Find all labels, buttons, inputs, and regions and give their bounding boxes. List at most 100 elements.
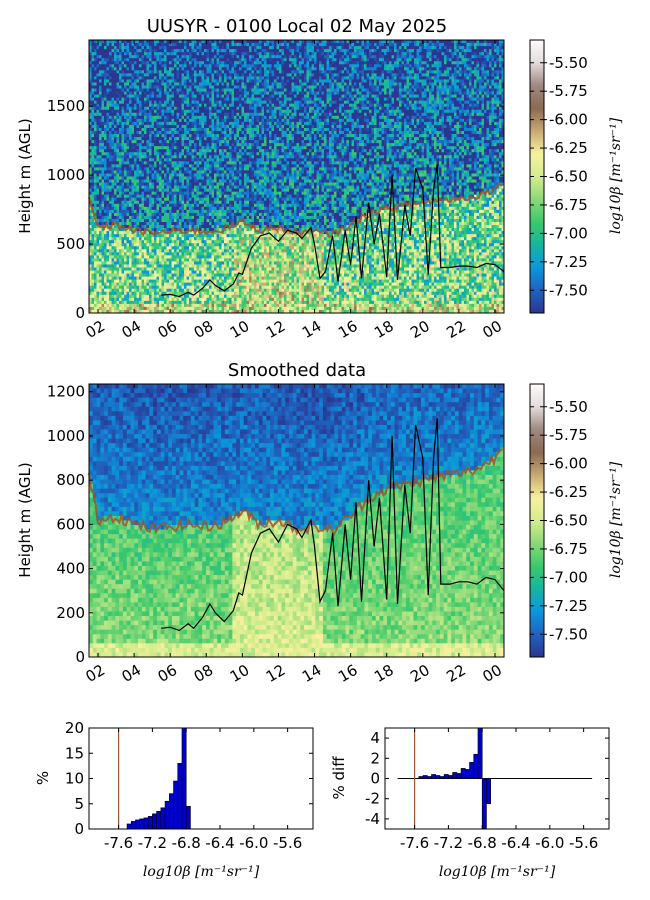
- heatmap-cell: [449, 46, 452, 50]
- heatmap-cell: [394, 88, 397, 92]
- heatmap-cell: [331, 55, 335, 59]
- heatmap-cell: [209, 58, 212, 62]
- heatmap-cell: [396, 73, 400, 77]
- heatmap-cell: [281, 40, 285, 44]
- heatmap-cell: [321, 112, 325, 117]
- heatmap-cell: [451, 115, 455, 120]
- heatmap-cell: [374, 106, 377, 111]
- heatmap-cell: [339, 64, 342, 68]
- heatmap-cell: [374, 100, 377, 105]
- heatmap-cell: [284, 118, 287, 123]
- heatmap-cell: [271, 49, 275, 53]
- heatmap-cell: [126, 112, 130, 117]
- heatmap-cell: [134, 70, 137, 74]
- heatmap-cell: [111, 97, 115, 102]
- heatmap-cell: [331, 67, 335, 71]
- heatmap-cell: [436, 58, 440, 62]
- heatmap-cell: [221, 70, 225, 74]
- heatmap-cell: [386, 100, 390, 105]
- heatmap-cell: [114, 127, 117, 132]
- heatmap-cell: [114, 100, 117, 105]
- heatmap-cell: [431, 115, 435, 120]
- heatmap-cell: [204, 88, 207, 92]
- heatmap-cell: [166, 124, 170, 129]
- heatmap-cell: [349, 49, 352, 53]
- heatmap-cell: [216, 73, 220, 77]
- heatmap-cell: [294, 127, 297, 132]
- heatmap-cell: [96, 121, 100, 126]
- heatmap-cell: [391, 118, 395, 123]
- heatmap-cell: [161, 91, 165, 95]
- heatmap-cell: [496, 124, 500, 129]
- heatmap-cell: [421, 124, 425, 129]
- heatmap-cell: [376, 52, 380, 56]
- heatmap-cell: [156, 70, 160, 74]
- heatmap-cell: [459, 70, 462, 74]
- heatmap-cell: [384, 43, 387, 47]
- heatmap-cell: [474, 121, 477, 126]
- heatmap-cell: [184, 40, 187, 44]
- heatmap-cell: [199, 112, 202, 117]
- heatmap-cell: [96, 118, 100, 123]
- heatmap-cell: [144, 67, 147, 71]
- heatmap-cell: [184, 70, 187, 74]
- heatmap-cell: [116, 79, 120, 83]
- heatmap-cell: [439, 70, 442, 74]
- heatmap-cell: [344, 94, 347, 99]
- heatmap-cell: [161, 112, 165, 117]
- heatmap-cell: [454, 52, 457, 56]
- heatmap-cell: [469, 82, 472, 86]
- heatmap-cell: [126, 100, 130, 105]
- heatmap-cell: [464, 100, 467, 105]
- heatmap-cell: [249, 67, 252, 71]
- heatmap-cell: [471, 82, 475, 86]
- heatmap-cell: [496, 121, 500, 126]
- heatmap-cell: [139, 127, 142, 132]
- heatmap-cell: [171, 55, 175, 59]
- heatmap-cell: [369, 76, 372, 80]
- heatmap-cell: [144, 73, 147, 77]
- heatmap-cell: [359, 121, 362, 126]
- heatmap-cell: [134, 46, 137, 50]
- heatmap-cell: [499, 94, 502, 99]
- heatmap-cell: [219, 52, 222, 56]
- heatmap-cell: [404, 124, 407, 129]
- heatmap-cell: [219, 112, 222, 117]
- heatmap-cell: [316, 94, 320, 99]
- heatmap-cell: [161, 109, 165, 114]
- heatmap-cell: [334, 103, 337, 108]
- heatmap-cell: [144, 127, 147, 132]
- heatmap-cell: [356, 115, 360, 120]
- heatmap-cell: [254, 82, 257, 86]
- heatmap-cell: [256, 67, 260, 71]
- heatmap-cell: [454, 85, 457, 89]
- heatmap-cell: [419, 64, 422, 68]
- heatmap-cell: [116, 106, 120, 111]
- heatmap-cell: [236, 55, 240, 59]
- heatmap-cell: [374, 58, 377, 62]
- heatmap-cell: [276, 109, 280, 114]
- heatmap-cell: [389, 106, 392, 111]
- heatmap-cell: [101, 97, 105, 102]
- heatmap-cell: [101, 43, 105, 47]
- heatmap-cell: [191, 100, 195, 105]
- heatmap-cell: [474, 88, 477, 92]
- heatmap-cell: [309, 103, 312, 108]
- heatmap-cell: [99, 43, 102, 47]
- heatmap-cell: [434, 61, 437, 65]
- heatmap-cell: [361, 70, 365, 74]
- heatmap-cell: [451, 67, 455, 71]
- heatmap-cell: [164, 118, 167, 123]
- heatmap-cell: [231, 79, 235, 83]
- heatmap-cell: [276, 73, 280, 77]
- heatmap-cell: [404, 58, 407, 62]
- heatmap-cell: [269, 73, 272, 77]
- heatmap-cell: [89, 43, 92, 47]
- heatmap-cell: [124, 115, 127, 120]
- heatmap-cell: [161, 115, 165, 120]
- heatmap-cell: [201, 121, 205, 126]
- heatmap-cell: [326, 91, 330, 95]
- heatmap-cell: [176, 64, 180, 68]
- heatmap-cell: [124, 52, 127, 56]
- heatmap-cell: [151, 88, 155, 92]
